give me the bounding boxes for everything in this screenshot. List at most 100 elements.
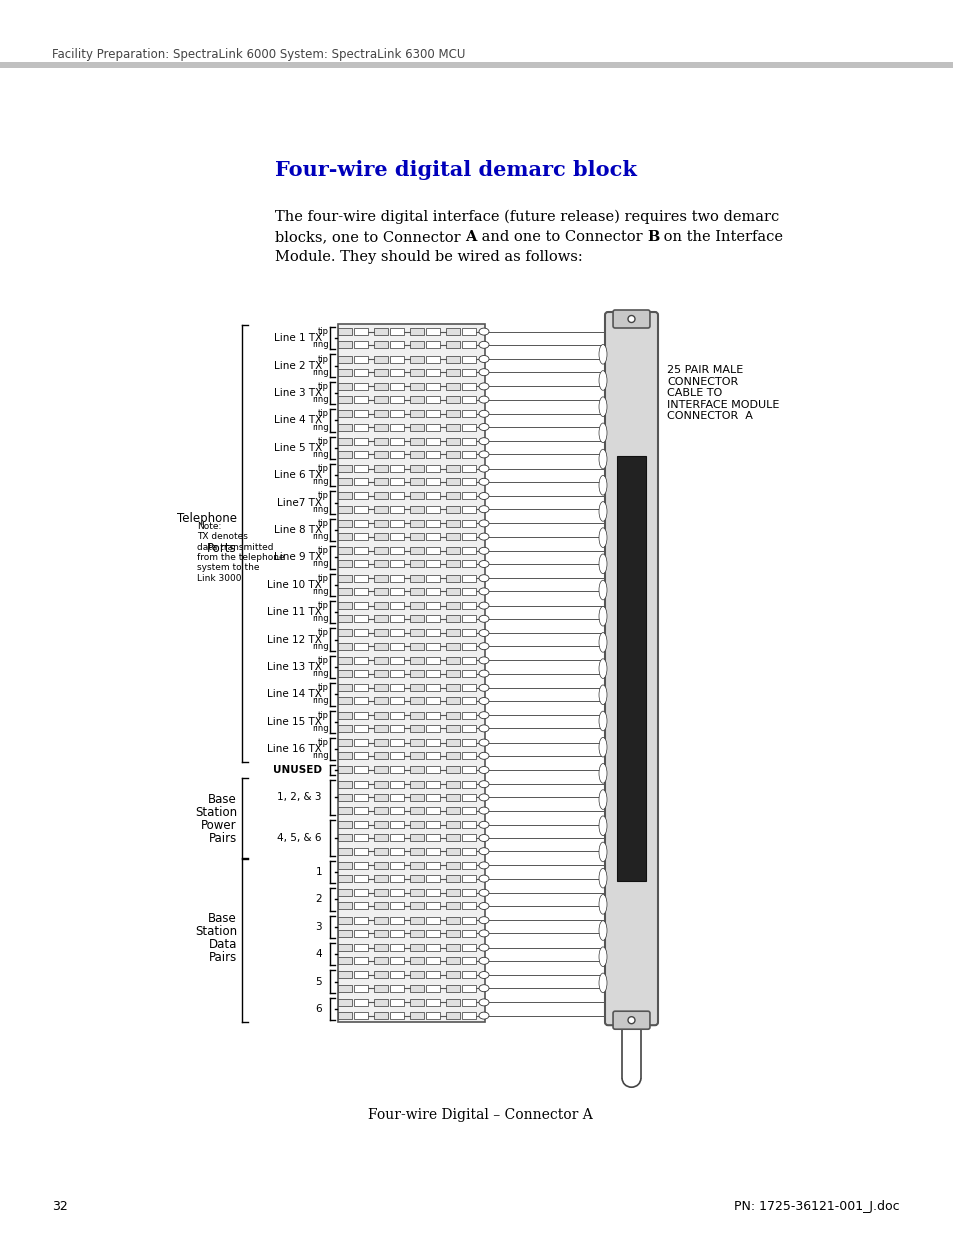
Text: ring: ring	[312, 642, 329, 651]
Ellipse shape	[478, 466, 489, 472]
Bar	[337, 739, 352, 746]
Ellipse shape	[478, 437, 489, 445]
Bar	[354, 396, 368, 403]
Bar	[337, 520, 352, 527]
Bar	[461, 752, 476, 760]
Bar	[354, 493, 368, 499]
Bar	[426, 835, 440, 841]
Bar	[337, 916, 352, 924]
Ellipse shape	[478, 341, 489, 348]
Bar	[374, 835, 388, 841]
Bar	[354, 451, 368, 458]
FancyBboxPatch shape	[613, 1011, 649, 1029]
Bar	[446, 1013, 460, 1019]
Ellipse shape	[478, 603, 489, 609]
Text: Line 1 TX: Line 1 TX	[274, 333, 322, 343]
Bar	[354, 794, 368, 802]
Ellipse shape	[478, 534, 489, 540]
Bar	[446, 329, 460, 335]
Bar	[426, 383, 440, 390]
Bar	[337, 396, 352, 403]
Ellipse shape	[478, 930, 489, 937]
Bar	[374, 999, 388, 1005]
Bar	[410, 725, 424, 732]
Text: ring: ring	[312, 341, 329, 350]
Text: tip: tip	[317, 656, 329, 664]
Bar	[354, 752, 368, 760]
Ellipse shape	[478, 972, 489, 978]
Ellipse shape	[478, 615, 489, 622]
Bar	[337, 711, 352, 719]
Ellipse shape	[598, 475, 606, 495]
Bar	[337, 547, 352, 555]
Bar	[410, 451, 424, 458]
Ellipse shape	[478, 451, 489, 458]
Text: ring: ring	[312, 669, 329, 678]
Bar	[426, 588, 440, 595]
Bar	[390, 615, 404, 622]
Text: ring: ring	[312, 559, 329, 568]
Text: PN: 1725-36121-001_J.doc: PN: 1725-36121-001_J.doc	[734, 1200, 899, 1213]
Bar	[461, 356, 476, 363]
Bar	[337, 767, 352, 773]
Bar	[0, 62, 953, 68]
Bar	[461, 547, 476, 555]
Bar	[337, 752, 352, 760]
Bar	[410, 767, 424, 773]
Bar	[446, 725, 460, 732]
Bar	[461, 329, 476, 335]
Bar	[337, 903, 352, 909]
Bar	[374, 984, 388, 992]
Bar	[461, 383, 476, 390]
Bar	[461, 341, 476, 348]
Bar	[354, 984, 368, 992]
Bar	[390, 752, 404, 760]
Bar	[410, 478, 424, 485]
Bar	[461, 847, 476, 855]
Bar	[426, 603, 440, 609]
Text: on the Interface: on the Interface	[659, 230, 782, 245]
Bar	[426, 847, 440, 855]
Bar	[374, 437, 388, 445]
Text: tip: tip	[317, 546, 329, 556]
Bar	[374, 493, 388, 499]
Ellipse shape	[478, 711, 489, 719]
Text: Pairs: Pairs	[209, 832, 236, 845]
Bar	[461, 916, 476, 924]
Ellipse shape	[598, 763, 606, 783]
Ellipse shape	[598, 947, 606, 967]
Bar	[374, 671, 388, 677]
Bar	[410, 520, 424, 527]
Ellipse shape	[598, 921, 606, 940]
Bar	[461, 767, 476, 773]
Bar	[374, 451, 388, 458]
Bar	[354, 603, 368, 609]
Bar	[446, 698, 460, 704]
Bar	[390, 534, 404, 540]
Bar	[390, 972, 404, 978]
Bar	[410, 862, 424, 869]
Bar	[374, 930, 388, 937]
Bar	[354, 698, 368, 704]
Bar	[337, 889, 352, 897]
Bar	[390, 957, 404, 965]
Bar	[426, 424, 440, 431]
Bar	[354, 916, 368, 924]
Bar	[337, 847, 352, 855]
Bar	[410, 383, 424, 390]
Ellipse shape	[478, 356, 489, 363]
Bar	[426, 794, 440, 802]
Bar	[354, 615, 368, 622]
Text: 32: 32	[52, 1200, 68, 1213]
Bar	[337, 984, 352, 992]
Bar	[410, 466, 424, 472]
Bar	[374, 341, 388, 348]
Ellipse shape	[598, 370, 606, 390]
Bar	[461, 1013, 476, 1019]
Bar	[354, 889, 368, 897]
Ellipse shape	[478, 752, 489, 760]
Bar	[446, 862, 460, 869]
Bar	[354, 835, 368, 841]
Bar	[390, 410, 404, 417]
Text: 2: 2	[315, 894, 322, 904]
